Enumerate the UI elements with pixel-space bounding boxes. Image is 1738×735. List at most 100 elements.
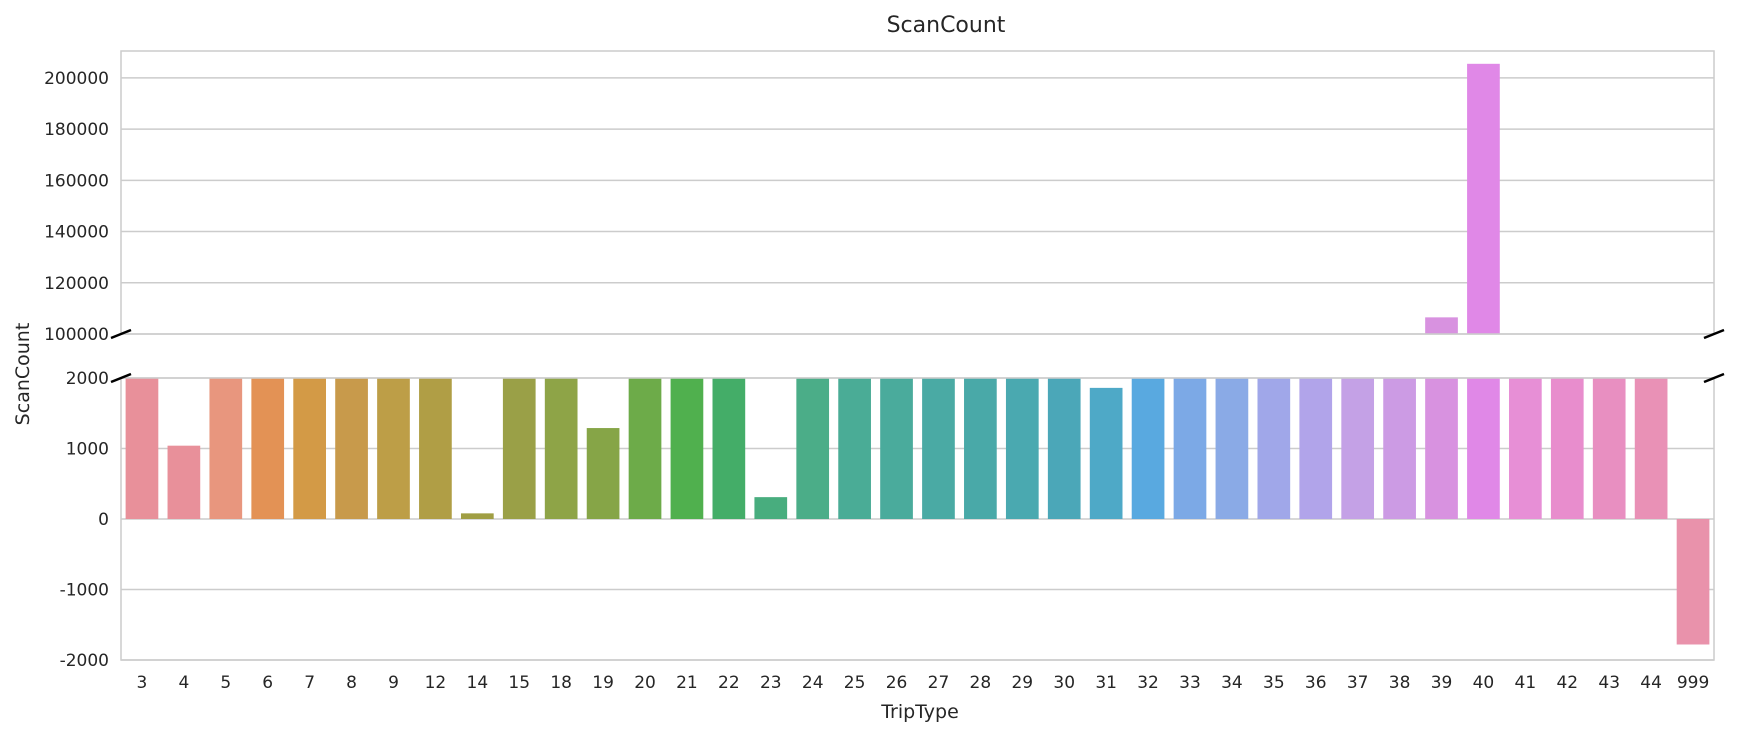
bar-4 bbox=[167, 445, 201, 519]
upper-panel-frame bbox=[120, 50, 1715, 335]
break-mark bbox=[110, 372, 132, 384]
x-tick-label: 23 bbox=[760, 673, 782, 693]
upper-y-tick-label: 140000 bbox=[44, 223, 109, 243]
x-tick-label: 36 bbox=[1305, 673, 1327, 693]
bar-44 bbox=[1634, 378, 1668, 519]
x-tick-label: 39 bbox=[1431, 673, 1453, 693]
x-tick-label: 19 bbox=[592, 673, 614, 693]
bar-22 bbox=[712, 378, 746, 519]
lower-panel-frame bbox=[120, 377, 1715, 661]
lower-y-tick-label: -2000 bbox=[60, 651, 109, 671]
x-tick-label: 21 bbox=[676, 673, 698, 693]
x-tick-label: 34 bbox=[1221, 673, 1243, 693]
bar-36 bbox=[1299, 378, 1333, 519]
x-tick-label: 26 bbox=[886, 673, 908, 693]
bar-upper-39 bbox=[1425, 317, 1458, 334]
x-tick-labels: 3 4 5 6 7 8 9 12 14 15 18 19 20 21 22 23 24 25 26 27 28 29 30 3… bbox=[137, 673, 1710, 693]
bar-23 bbox=[754, 497, 788, 519]
upper-panel: 100000 120000 140000 160000 180000 200000 bbox=[44, 50, 1715, 345]
x-tick-label: 18 bbox=[550, 673, 572, 693]
break-mark bbox=[1703, 372, 1725, 384]
upper-y-tick-label: 180000 bbox=[44, 120, 109, 140]
bar-28 bbox=[964, 378, 997, 519]
bar-33 bbox=[1173, 378, 1207, 519]
lower-panel: -2000 -1000 0 1000 2000 bbox=[60, 369, 1715, 671]
bar-26 bbox=[880, 378, 913, 519]
bar-41 bbox=[1509, 378, 1542, 519]
bar-27 bbox=[922, 378, 955, 519]
bar-3 bbox=[125, 378, 159, 519]
bar-29 bbox=[1005, 378, 1039, 519]
bar-18 bbox=[544, 378, 578, 519]
x-tick-label: 38 bbox=[1389, 673, 1411, 693]
x-tick-label: 40 bbox=[1473, 673, 1495, 693]
break-mark bbox=[110, 328, 132, 340]
bar-19 bbox=[586, 428, 620, 519]
bar-30 bbox=[1047, 378, 1081, 519]
x-tick-label: 42 bbox=[1556, 673, 1578, 693]
x-tick-label: 15 bbox=[508, 673, 530, 693]
bar-37 bbox=[1341, 378, 1375, 519]
x-tick-label: 999 bbox=[1677, 673, 1709, 693]
x-tick-label: 3 bbox=[137, 673, 148, 693]
bar-21 bbox=[670, 378, 704, 519]
x-tick-label: 33 bbox=[1179, 673, 1201, 693]
x-axis-label: TripType bbox=[880, 701, 959, 723]
x-tick-label: 24 bbox=[802, 673, 824, 693]
bar-6 bbox=[251, 378, 285, 519]
upper-y-tick-label: 120000 bbox=[44, 274, 109, 294]
lower-y-tick-label: -1000 bbox=[60, 581, 109, 601]
bar-24 bbox=[796, 378, 830, 519]
bar-31 bbox=[1089, 387, 1123, 519]
bar-12 bbox=[419, 378, 452, 519]
bar-15 bbox=[502, 378, 536, 519]
x-tick-label: 6 bbox=[262, 673, 273, 693]
x-tick-label: 25 bbox=[844, 673, 866, 693]
y-axis-label: ScanCount bbox=[12, 323, 34, 426]
x-tick-label: 31 bbox=[1095, 673, 1117, 693]
x-tick-label: 12 bbox=[425, 673, 447, 693]
bar-20 bbox=[628, 378, 662, 519]
x-tick-label: 30 bbox=[1053, 673, 1075, 693]
x-tick-label: 37 bbox=[1347, 673, 1369, 693]
x-tick-label: 35 bbox=[1263, 673, 1285, 693]
x-tick-label: 9 bbox=[388, 673, 399, 693]
x-tick-label: 14 bbox=[467, 673, 489, 693]
x-tick-label: 44 bbox=[1640, 673, 1662, 693]
upper-y-tick-label: 160000 bbox=[44, 171, 109, 191]
upper-y-tick-label: 200000 bbox=[44, 69, 109, 89]
bar-7 bbox=[293, 378, 326, 519]
bar-34 bbox=[1215, 378, 1249, 519]
bar-39 bbox=[1425, 378, 1458, 519]
chart-title: ScanCount bbox=[887, 13, 1006, 38]
x-tick-label: 8 bbox=[346, 673, 357, 693]
lower-y-tick-label: 1000 bbox=[66, 440, 109, 460]
x-tick-label: 20 bbox=[634, 673, 656, 693]
bar-32 bbox=[1131, 378, 1165, 519]
bar-9 bbox=[377, 378, 410, 519]
bar-35 bbox=[1257, 378, 1291, 519]
lower-y-tick-label: 0 bbox=[98, 510, 109, 530]
axis-break-marks bbox=[110, 328, 1725, 384]
upper-y-tick-label: 100000 bbox=[44, 325, 109, 345]
bar-42 bbox=[1550, 378, 1584, 519]
x-tick-label: 5 bbox=[220, 673, 231, 693]
x-tick-label: 27 bbox=[928, 673, 950, 693]
x-tick-label: 32 bbox=[1137, 673, 1159, 693]
x-tick-label: 43 bbox=[1598, 673, 1620, 693]
bar-25 bbox=[838, 378, 871, 519]
bar-40 bbox=[1467, 378, 1500, 519]
bar-8 bbox=[335, 378, 368, 519]
x-tick-label: 29 bbox=[1011, 673, 1033, 693]
break-mark bbox=[1703, 328, 1725, 340]
x-tick-label: 28 bbox=[970, 673, 992, 693]
x-tick-label: 4 bbox=[178, 673, 189, 693]
x-tick-label: 7 bbox=[304, 673, 315, 693]
bar-999 bbox=[1676, 519, 1710, 645]
bar-14 bbox=[460, 513, 494, 519]
bar-38 bbox=[1383, 378, 1416, 519]
bar-upper-40 bbox=[1467, 63, 1500, 335]
x-tick-label: 22 bbox=[718, 673, 740, 693]
x-tick-label: 41 bbox=[1515, 673, 1537, 693]
